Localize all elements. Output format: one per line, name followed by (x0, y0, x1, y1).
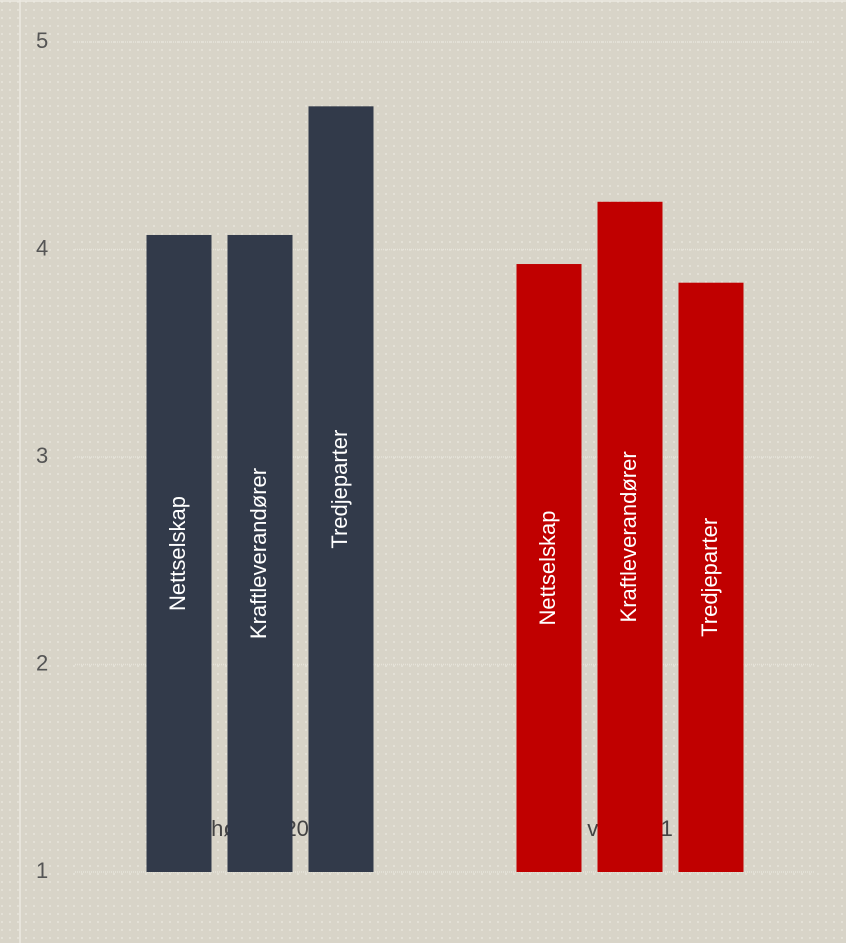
bar-label: Tredjeparter (697, 518, 722, 637)
bar (597, 201, 663, 872)
y-tick-label: 2 (36, 650, 48, 675)
y-tick-label: 1 (36, 858, 48, 883)
bar (146, 234, 212, 873)
bar (678, 282, 744, 872)
bar (516, 264, 582, 872)
bar-label: Nettselskap (535, 511, 560, 626)
bar (227, 234, 293, 873)
y-tick-label: 5 (36, 28, 48, 53)
bar-label: Nettselskap (165, 496, 190, 611)
bar-label: Kraftleverandører (616, 451, 641, 622)
bar-label: Kraftleverandører (246, 468, 271, 639)
bar (308, 106, 374, 872)
y-tick-label: 4 (36, 235, 48, 260)
bar-label: Tredjeparter (327, 430, 352, 549)
y-tick-label: 3 (36, 443, 48, 468)
